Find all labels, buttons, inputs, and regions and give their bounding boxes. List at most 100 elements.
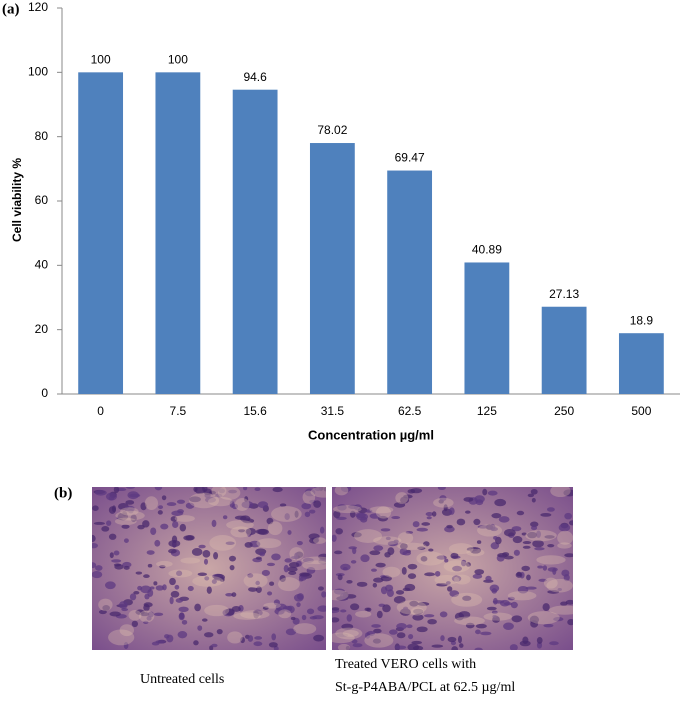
x-tick-label: 31.5 [321,404,345,418]
cell-nucleus [261,569,271,576]
cell-nucleus [92,543,98,549]
cytoplasm [120,507,139,516]
cell-nucleus [135,571,143,575]
cell-nucleus [428,548,434,552]
cell-nucleus [450,552,459,559]
cytoplasm [243,573,268,589]
bar [78,72,124,394]
cell-nucleus [301,614,307,621]
cell-nucleus [140,502,147,511]
cell-nucleus [377,515,389,522]
cell-nucleus [214,493,223,498]
cell-nucleus [168,548,177,554]
cell-nucleus [105,492,117,501]
cell-nucleus [531,497,536,503]
cell-nucleus [517,585,529,594]
cell-nucleus [279,574,286,583]
cell-nucleus [521,532,527,536]
cell-nucleus [203,558,209,565]
cell-nucleus [129,593,137,601]
cell-nucleus [177,631,188,639]
cell-nucleus [253,641,263,647]
cell-nucleus [106,520,112,526]
cell-nucleus [444,558,449,563]
cell-nucleus [493,597,498,605]
cell-nucleus [193,487,198,492]
cytoplasm [448,543,474,555]
x-tick-label: 250 [554,404,574,418]
cell-nucleus [191,547,203,556]
cell-texture [92,487,326,650]
cell-nucleus [266,562,276,567]
cell-nucleus [349,510,356,518]
cell-nucleus [267,591,273,596]
cell-nucleus [92,505,99,511]
cytoplasm [369,506,394,514]
cell-nucleus [498,516,510,523]
bar [155,72,201,394]
cell-nucleus [446,524,453,529]
cell-nucleus [119,601,128,609]
cytoplasm [207,496,233,507]
cell-nucleus [268,642,278,648]
cytoplasm [313,537,326,544]
cell-nucleus [424,614,435,618]
cytoplasm [557,542,572,549]
cell-nucleus [427,618,437,625]
cell-nucleus [98,609,107,615]
cell-nucleus [178,612,185,621]
cell-nucleus [168,539,181,548]
cytoplasm [217,487,241,500]
value-label: 100 [91,53,111,67]
cell-nucleus [222,515,228,520]
cell-nucleus [332,607,340,611]
cell-nucleus [254,487,261,491]
cell-nucleus [193,640,199,646]
cell-nucleus [332,617,340,623]
cell-nucleus [285,628,297,636]
cell-nucleus [92,534,96,543]
cell-nucleus [108,533,117,540]
cell-nucleus [255,528,268,535]
bar [464,262,510,394]
cytoplasm [192,575,224,587]
cell-nucleus [542,565,548,571]
cell-nucleus [531,525,538,531]
cell-nucleus [231,592,237,597]
cell-nucleus [474,569,485,575]
cell-nucleus [339,592,349,601]
cell-nucleus [121,524,130,529]
cell-nucleus [323,487,326,492]
cell-nucleus [458,643,464,648]
cell-nucleus [287,566,298,572]
cell-nucleus [157,510,163,515]
cell-nucleus [503,622,514,630]
cell-nucleus [309,509,316,514]
cell-nucleus [356,581,368,587]
cell-nucleus [176,499,186,504]
cell-nucleus [122,561,132,568]
cell-nucleus [178,606,189,613]
cell-nucleus [176,570,183,576]
cell-nucleus [211,643,218,648]
cell-nucleus [288,571,297,576]
cell-nucleus [351,532,362,538]
cell-nucleus [294,510,299,518]
cell-nucleus [492,615,497,619]
cell-nucleus [547,590,560,594]
cell-nucleus [373,545,384,552]
cell-nucleus [389,629,398,635]
cell-nucleus [276,603,281,611]
cell-nucleus [204,496,217,503]
value-label: 94.6 [243,70,267,84]
cell-nucleus [206,586,212,594]
cell-nucleus [380,586,388,595]
cell-nucleus [93,521,105,525]
cytoplasm [395,492,409,504]
cell-nucleus [372,582,378,588]
cell-nucleus [299,572,310,577]
cell-nucleus [516,510,525,516]
cell-nucleus [253,610,259,619]
cell-nucleus [231,606,241,612]
cell-nucleus [147,611,154,618]
